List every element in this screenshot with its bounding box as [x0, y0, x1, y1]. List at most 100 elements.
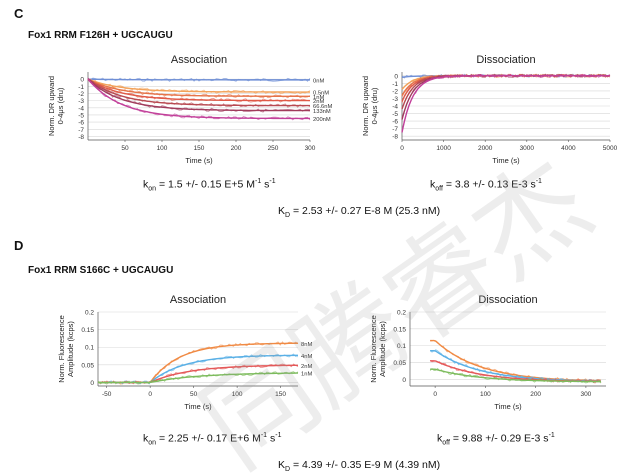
series-label: 66.6nM: [313, 104, 333, 110]
series-trace: [97, 341, 299, 385]
x-axis-label: Time (s): [184, 402, 212, 411]
y-axis-label: 0-4μs (dru): [56, 87, 65, 124]
y-tick-label: -4: [78, 105, 84, 112]
x-tick-label: 300: [305, 145, 316, 152]
x-axis-label: Time (s): [494, 402, 522, 411]
chart-title: Association: [170, 294, 226, 306]
series-fit: [98, 372, 299, 384]
x-tick-label: 3000: [520, 145, 535, 152]
series-trace: [87, 77, 311, 82]
panel-letter-d: D: [14, 238, 24, 253]
series-fit: [87, 78, 311, 120]
y-tick-label: 0.1: [397, 343, 406, 350]
y-tick-label: 0.1: [85, 345, 94, 352]
y-tick-label: -1: [392, 81, 398, 88]
x-tick-label: 200: [231, 145, 242, 152]
y-axis-label: Norm. Fluorescence: [369, 315, 378, 383]
y-tick-label: 0.15: [393, 326, 406, 333]
series-label: 133nM: [313, 109, 331, 115]
y-tick-label: -3: [392, 96, 398, 103]
series-label: 1nM: [313, 95, 324, 101]
series-label: 0.5nM: [313, 91, 329, 97]
koff-d: koff = 9.88 +/- 0.29 E-3 s-1: [437, 432, 555, 447]
series-fit: [87, 78, 311, 107]
series-label: 4nM: [301, 354, 312, 360]
series-label: 0nM: [313, 78, 324, 84]
x-tick-label: 250: [268, 145, 279, 152]
series-fit: [87, 78, 311, 112]
series-fit: [401, 75, 610, 120]
y-tick-label: -1: [78, 84, 84, 91]
x-tick-label: 0: [400, 145, 404, 152]
series-trace: [430, 339, 602, 383]
y-tick-label: 0.15: [81, 327, 94, 334]
chart-title: Dissociation: [476, 54, 535, 66]
y-tick-label: -7: [78, 127, 84, 134]
x-tick-label: 300: [580, 391, 591, 398]
series-label: 200nM: [313, 117, 331, 123]
panel-letter-c: C: [14, 6, 24, 21]
series-fit: [401, 75, 610, 133]
series-trace: [401, 73, 611, 132]
koff-c: koff = 3.8 +/- 0.13 E-3 s-1: [430, 178, 542, 193]
panel-title-d: Fox1 RRM S166C + UGCAUGU: [28, 265, 174, 276]
chart-d-dissociation: Dissociation 0 0.05 0.1 0.15 0.2 0 100 200 300 Tim…: [369, 294, 606, 411]
x-axis-label: Time (s): [492, 156, 520, 165]
y-tick-label: -5: [78, 112, 84, 119]
x-tick-label: 5000: [603, 145, 618, 152]
series-trace: [97, 353, 299, 385]
series-label: 8nM: [301, 342, 312, 348]
x-tick-label: 4000: [561, 145, 576, 152]
y-tick-label: 0.05: [81, 362, 94, 369]
x-tick-label: 2000: [478, 145, 493, 152]
y-axis-label: Norm. Fluorescence: [57, 315, 66, 383]
series-label: 2nM: [313, 99, 324, 105]
y-axis-label: Norm. DR upward: [361, 76, 370, 136]
y-tick-label: 0: [402, 377, 406, 384]
y-tick-label: 0.05: [393, 360, 406, 367]
x-tick-label: 100: [232, 391, 243, 398]
y-tick-label: -7: [392, 126, 398, 133]
kd-d: KD = 4.39 +/- 0.35 E-9 M (4.39 nM): [278, 459, 441, 474]
kon-c: kon = 1.5 +/- 0.15 E+5 M-1 s-1: [143, 178, 276, 193]
series-trace: [401, 73, 611, 119]
kd-c: KD = 2.53 +/- 0.27 E-8 M (25.3 nM): [278, 205, 441, 220]
chart-d-association: Association 0 0.05 0.1 0.15 0.2 -50 0 50 100 150 Ti…: [57, 294, 312, 411]
x-tick-label: 50: [190, 391, 198, 398]
y-tick-label: 0: [80, 77, 84, 84]
x-tick-label: 0: [148, 391, 152, 398]
y-tick-label: -6: [392, 119, 398, 126]
y-axis-label: 0-4μs (dru): [370, 87, 379, 124]
y-tick-label: -6: [78, 120, 84, 127]
series-fit: [401, 75, 610, 110]
x-tick-label: 0: [433, 391, 437, 398]
series-fit: [87, 78, 311, 81]
y-tick-label: 0: [90, 380, 94, 387]
y-tick-label: -3: [78, 98, 84, 105]
series-label: 2nM: [301, 364, 312, 370]
x-tick-label: 1000: [436, 145, 451, 152]
chart-c-association: Association 0-1-2-3-4-5-6-7-8 50 100 150 200 2…: [47, 54, 333, 165]
chart-title: Dissociation: [478, 294, 537, 306]
series-fit: [430, 360, 601, 383]
kon-d: kon = 2.25 +/- 0.17 E+6 M-1 s-1: [143, 432, 282, 447]
x-tick-label: 200: [530, 391, 541, 398]
y-axis-label: Amplitude (kcps): [378, 321, 387, 377]
y-tick-label: 0.2: [397, 310, 406, 317]
series-fit: [87, 78, 311, 102]
y-axis-label: Amplitude (kcps): [66, 321, 75, 377]
y-tick-label: -4: [392, 104, 398, 111]
chart-title: Association: [171, 54, 227, 66]
series-fit: [430, 339, 601, 382]
y-tick-label: -8: [78, 134, 84, 141]
x-tick-label: 100: [480, 391, 491, 398]
x-tick-label: 150: [275, 391, 286, 398]
series-label: 1nM: [301, 372, 312, 378]
series-fit: [430, 368, 601, 383]
y-tick-label: -2: [392, 88, 398, 95]
y-tick-label: -8: [392, 134, 398, 141]
panel-title-c: Fox1 RRM F126H + UGCAUGU: [28, 30, 173, 41]
y-tick-label: 0.2: [85, 310, 94, 317]
y-tick-label: -2: [78, 91, 84, 98]
